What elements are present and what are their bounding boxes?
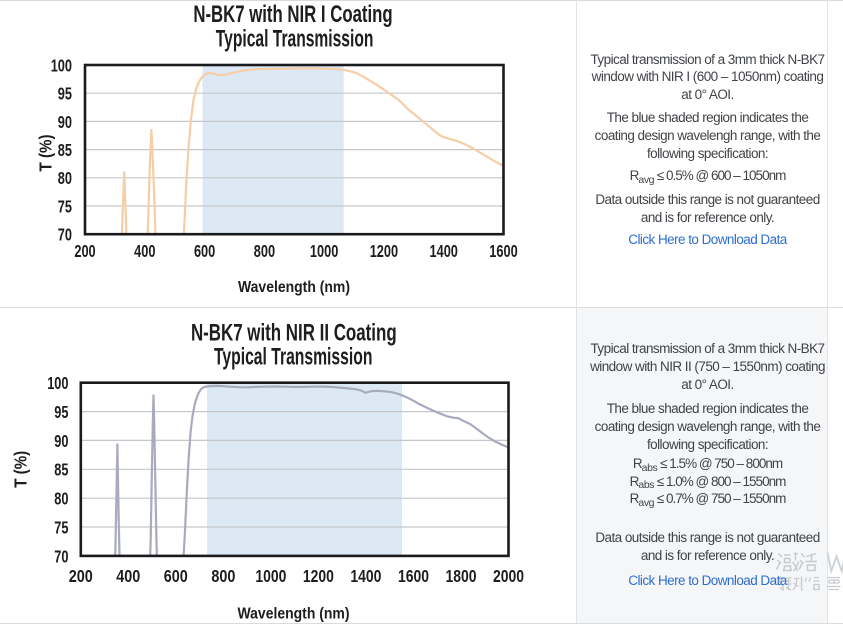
svg-text:1600: 1600: [398, 566, 429, 586]
svg-text:70: 70: [54, 546, 68, 566]
svg-text:Typical Transmission: Typical Transmission: [214, 343, 372, 370]
svg-text:90: 90: [58, 112, 72, 132]
svg-text:80: 80: [58, 168, 72, 188]
svg-text:200: 200: [69, 566, 93, 586]
svg-text:Wavelength (nm): Wavelength (nm): [238, 606, 350, 623]
svg-text:N-BK7 with NIR II Coating: N-BK7 with NIR II Coating: [191, 319, 397, 346]
svg-text:85: 85: [58, 140, 72, 160]
svg-text:Wavelength (nm): Wavelength (nm): [238, 279, 350, 296]
svg-text:1200: 1200: [303, 566, 334, 586]
svg-text:400: 400: [134, 241, 155, 261]
svg-text:400: 400: [116, 566, 140, 586]
svg-text:2000: 2000: [493, 566, 524, 586]
svg-text:75: 75: [54, 517, 68, 537]
svg-text:95: 95: [54, 402, 68, 422]
svg-text:200: 200: [74, 241, 95, 261]
svg-text:1000: 1000: [310, 241, 339, 261]
svg-text:80: 80: [54, 489, 68, 509]
svg-text:600: 600: [164, 566, 188, 586]
svg-text:600: 600: [194, 241, 215, 261]
svg-text:1400: 1400: [350, 566, 381, 586]
svg-text:1000: 1000: [255, 566, 286, 586]
svg-text:1800: 1800: [446, 566, 477, 586]
svg-text:N-BK7 with NIR I Coating: N-BK7 with NIR I Coating: [193, 1, 392, 28]
svg-text:800: 800: [254, 241, 275, 261]
svg-text:85: 85: [54, 460, 68, 480]
svg-text:T (%): T (%): [11, 451, 31, 488]
svg-text:800: 800: [211, 566, 235, 586]
svg-text:100: 100: [47, 373, 68, 393]
svg-text:75: 75: [58, 196, 72, 216]
svg-text:Typical Transmission: Typical Transmission: [216, 25, 374, 52]
svg-text:1400: 1400: [430, 241, 459, 261]
svg-text:100: 100: [51, 55, 72, 75]
svg-text:1600: 1600: [489, 241, 518, 261]
svg-text:90: 90: [54, 431, 68, 451]
svg-text:70: 70: [58, 225, 72, 245]
svg-text:95: 95: [58, 84, 72, 104]
svg-text:T (%): T (%): [36, 135, 56, 172]
svg-text:1200: 1200: [370, 241, 399, 261]
